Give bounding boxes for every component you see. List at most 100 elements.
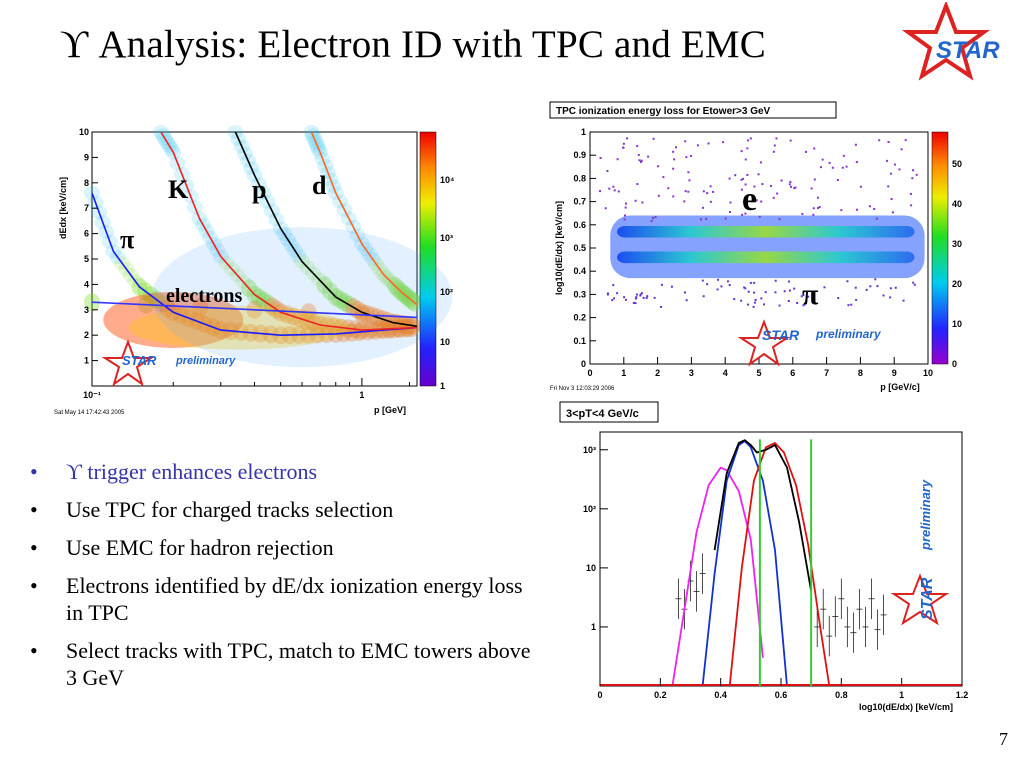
scatter-point <box>758 215 761 218</box>
scatter-point <box>684 291 687 294</box>
scatter-point <box>701 279 704 282</box>
scatter-point <box>740 299 743 302</box>
scatter-point <box>612 185 615 188</box>
colorbar-tick-label: 40 <box>952 199 962 209</box>
scatter-point <box>753 185 756 188</box>
scatter-point <box>740 178 743 181</box>
scatter-point <box>642 296 645 299</box>
y-tick-label: 0.6 <box>573 220 586 230</box>
y-tick-label: 0.2 <box>573 313 586 323</box>
scatter-point <box>733 298 736 301</box>
scatter-point <box>606 293 609 296</box>
scatter-point <box>742 200 745 203</box>
x-tick-label: 6 <box>790 368 795 378</box>
scatter-point <box>639 294 642 297</box>
star-outline-icon <box>901 2 991 81</box>
scatter-point <box>854 143 857 146</box>
scatter-point <box>749 137 752 140</box>
scatter-point <box>741 213 744 216</box>
scatter-point <box>793 187 796 190</box>
scatter-point <box>623 218 626 221</box>
scatter-point <box>850 303 853 306</box>
colorbar-tick-label: 10 <box>440 337 450 347</box>
scatter-point <box>635 293 638 296</box>
heat-core <box>103 291 244 348</box>
x-axis-label: p [GeV] <box>374 405 406 415</box>
scatter-point <box>670 285 673 288</box>
scatter-point <box>657 165 660 168</box>
scatter-point <box>776 192 779 195</box>
band-curve-K <box>160 131 418 331</box>
scatter-point <box>764 291 767 294</box>
scatter-point <box>778 304 781 307</box>
heat-band-pi <box>617 251 915 264</box>
scatter-point <box>913 283 916 286</box>
scatter-point <box>635 296 638 299</box>
scatter-point <box>882 294 885 297</box>
label-e: e <box>742 181 757 218</box>
star-watermark-icon <box>101 339 155 387</box>
scatter-point <box>817 196 820 199</box>
scatter-point <box>812 207 815 210</box>
heat-band-e <box>617 225 915 238</box>
scatter-point <box>673 158 676 161</box>
scatter-point <box>747 303 750 306</box>
scatter-point <box>613 189 616 192</box>
star-logo: STAR <box>901 2 1000 81</box>
scatter-point <box>701 206 704 209</box>
scatter-point <box>639 293 642 296</box>
colorbar-tick-label: 50 <box>952 159 962 169</box>
scatter-point <box>754 299 757 302</box>
scatter-point <box>915 173 918 176</box>
chart-title: 3<pT<4 GeV/c <box>566 408 639 420</box>
scatter-point <box>912 169 915 172</box>
scatter-point <box>688 179 691 182</box>
scatter-point <box>800 295 803 298</box>
x-axis: 0 0.2 0.4 0.6 0.8 1 1.2 <box>597 678 968 700</box>
timestamp: Fri Nov 3 12:03:29 2006 <box>550 386 615 392</box>
y-tick-label: 6 <box>84 229 89 239</box>
scatter-point <box>646 295 649 298</box>
scatter-point <box>622 142 625 145</box>
scatter-point <box>657 194 660 197</box>
scatter-point <box>817 206 820 209</box>
scatter-point <box>624 298 627 301</box>
scatter-point <box>769 184 772 187</box>
scatter-point <box>780 179 783 182</box>
dedx-vs-p-chart: 1 2 3 4 5 6 7 8 9 10 10⁻¹ 1 1 10 10² 10³ 10⁴ dEdx [keV… <box>54 125 454 416</box>
scatter-point <box>889 287 892 290</box>
y-tick-label: 4 <box>84 279 89 289</box>
scatter-point <box>831 166 834 169</box>
scatter-point <box>742 177 745 180</box>
scatter-point <box>910 204 913 207</box>
scatter-point <box>687 171 690 174</box>
x-tick-label: 1.2 <box>956 690 969 700</box>
y-tick-label: 10² <box>583 504 596 514</box>
scatter-point <box>755 199 758 202</box>
scatter-point <box>788 289 791 292</box>
x-tick-label: 0.2 <box>654 690 667 700</box>
scatter-point <box>623 214 626 217</box>
scatter-point <box>645 296 648 299</box>
scatter-point <box>790 185 793 188</box>
scatter-point <box>876 285 879 288</box>
scatter-point <box>760 200 763 203</box>
scatter-point <box>616 158 619 161</box>
scatter-point <box>772 196 775 199</box>
scatter-point <box>796 302 799 305</box>
scatter-point <box>821 158 824 161</box>
scatter-point <box>684 190 687 193</box>
label-K: K <box>168 175 189 204</box>
watermark-preliminary: preliminary <box>175 355 236 367</box>
chart-title-box <box>559 401 659 423</box>
x-tick-label: 7 <box>824 368 829 378</box>
band-curve-electrons <box>91 301 418 319</box>
scatter-point <box>753 281 756 284</box>
scatter-point <box>837 297 840 300</box>
y-tick-label: 0.5 <box>573 243 586 253</box>
scatter-point <box>709 185 712 188</box>
scatter-point <box>805 150 808 153</box>
scatter-point <box>662 176 665 179</box>
scatter-point <box>865 288 868 291</box>
scatter-point <box>626 137 629 140</box>
